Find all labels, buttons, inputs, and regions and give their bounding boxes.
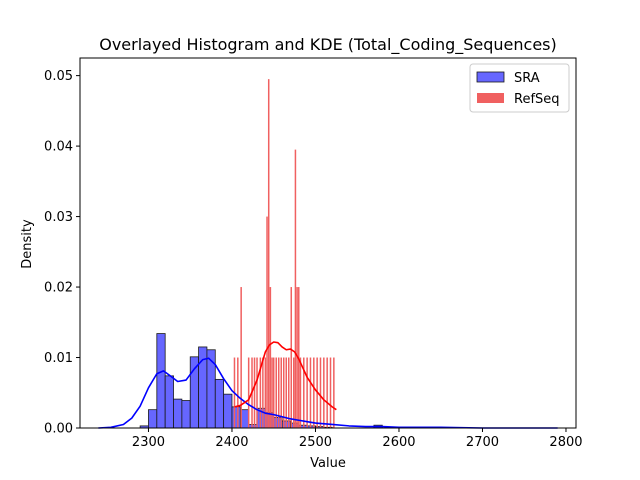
refseq-bar [264, 357, 267, 428]
refseq-bar [237, 357, 239, 428]
sra-bar [214, 378, 225, 429]
plot-area: 2300 2400 2500 2600 2700 2800 0.00 0.01 0.02 0.03… [44, 57, 583, 450]
refseq-bar [333, 357, 335, 428]
refseq-bar [326, 357, 328, 428]
y-tick-label: 0.04 [44, 140, 73, 155]
refseq-bar [294, 149, 297, 428]
refseq-bar [299, 357, 302, 428]
sra-bar [173, 398, 183, 429]
sra-kde-line [98, 357, 558, 429]
refseq-bar [303, 357, 305, 428]
y-tick-label: 0.03 [44, 210, 73, 225]
refseq-bar [288, 357, 290, 428]
y-tick-label: 0.02 [44, 281, 73, 296]
y-tick-label: 0.00 [44, 422, 73, 437]
sra-bar [248, 424, 258, 429]
x-tick-label: 2400 [215, 435, 248, 450]
axes-frame [79, 57, 577, 429]
x-tick-label: 2600 [382, 435, 415, 450]
sra-bar [231, 406, 241, 429]
y-axis-label: Density [20, 219, 35, 269]
x-tick-label: 2700 [466, 435, 499, 450]
sra-bar [164, 375, 174, 429]
refseq-bar [266, 216, 268, 428]
sra-bar [181, 400, 191, 429]
refseq-bar [256, 357, 258, 428]
refseq-bar [290, 287, 293, 428]
legend-label-sra: SRA [514, 71, 540, 86]
refseq-bar [240, 287, 242, 428]
sra-bar [223, 393, 233, 429]
x-tick-label: 2500 [299, 435, 332, 450]
refseq-bar [309, 357, 312, 428]
refseq-bar [282, 357, 285, 428]
refseq-bar [313, 357, 315, 428]
x-tick-label: 2300 [132, 435, 165, 450]
refseq-kde-line [234, 341, 337, 411]
refseq-bar [259, 357, 262, 428]
refseq-bar [277, 357, 280, 428]
refseq-bar [323, 357, 325, 428]
refseq-bar [293, 357, 295, 428]
legend: SRA RefSeq [469, 63, 570, 113]
refseq-bar [280, 357, 282, 428]
x-tick-label: 2800 [549, 435, 582, 450]
refseq-bar [253, 357, 256, 428]
refseq-bar [271, 357, 273, 428]
refseq-bar [319, 357, 322, 428]
legend-label-refseq: RefSeq [514, 92, 560, 107]
legend-swatch-sra [476, 71, 505, 83]
refseq-bar [275, 357, 277, 428]
refseq-bar [306, 357, 308, 428]
y-tick-label: 0.05 [44, 69, 73, 84]
sra-bar [148, 409, 158, 429]
legend-swatch-refseq [477, 93, 504, 103]
refseq-bar [262, 357, 264, 428]
y-tick-label: 0.01 [44, 351, 73, 366]
x-axis-label: Value [310, 456, 346, 471]
refseq-bar [272, 357, 275, 428]
refseq-bar [269, 287, 272, 428]
refseq-bar [247, 357, 250, 428]
refseq-bar [285, 357, 288, 428]
sra-bar [156, 333, 166, 429]
chart-title: Overlayed Histogram and KDE (Total_Codin… [99, 35, 557, 55]
refseq-bar [267, 79, 270, 429]
refseq-bar [329, 357, 332, 428]
sra-bar [189, 356, 199, 429]
